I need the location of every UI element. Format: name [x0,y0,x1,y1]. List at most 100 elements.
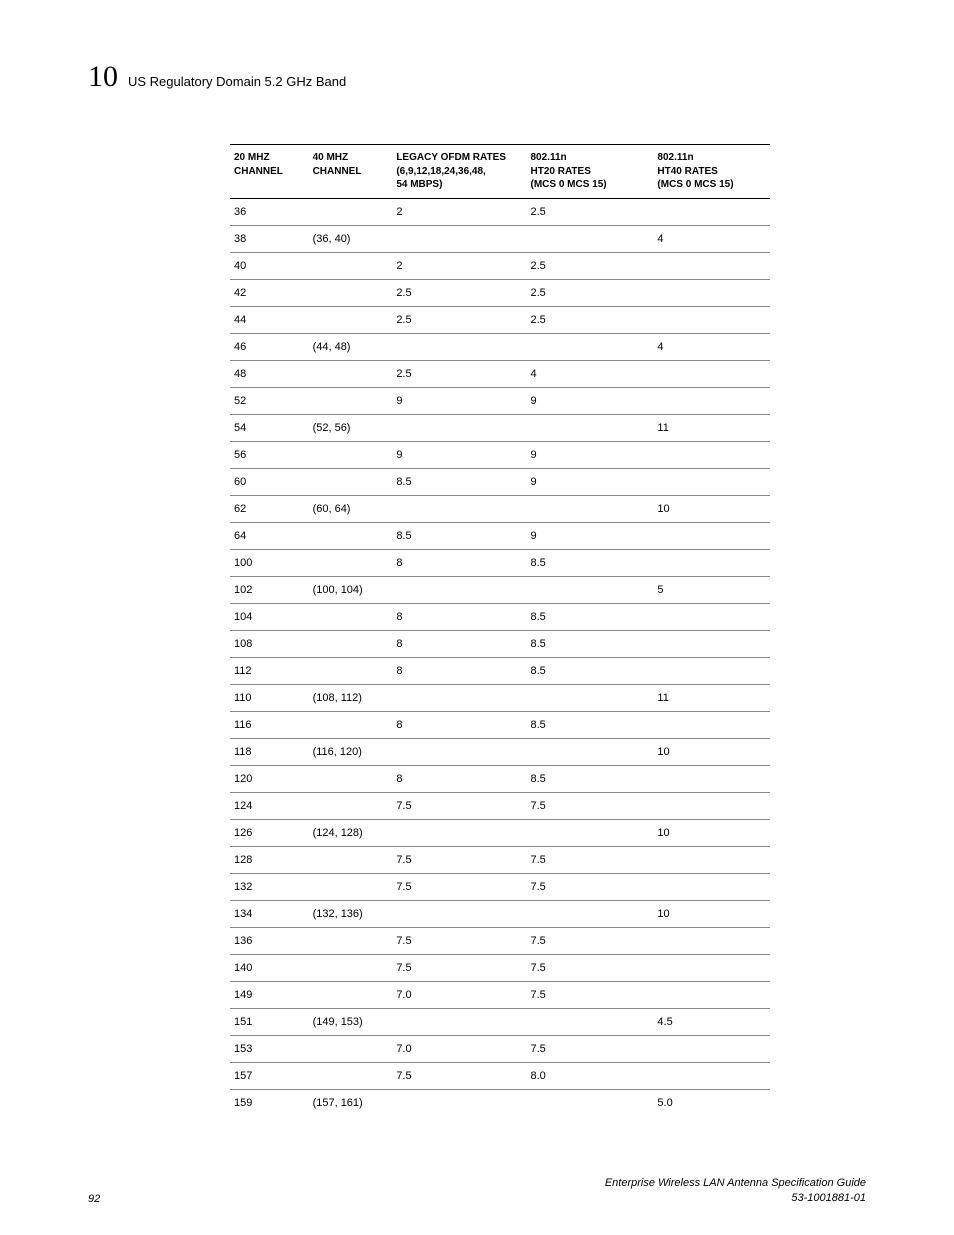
table-cell [653,657,770,684]
table-cell [653,927,770,954]
table-cell: 8.5 [527,765,654,792]
footer-right: Enterprise Wireless LAN Antenna Specific… [605,1176,866,1205]
table-header: 20 MHZCHANNEL40 MHZCHANNELLEGACY OFDM RA… [230,145,770,199]
table-cell: 149 [230,981,309,1008]
table-cell: 11 [653,414,770,441]
table-cell [309,657,393,684]
table-row: 11288.5 [230,657,770,684]
table-cell [653,306,770,333]
table-cell [309,387,393,414]
table-cell [653,387,770,414]
table-body: 3622.538(36, 40)44022.5422.52.5442.52.54… [230,198,770,1116]
table-cell: (132, 136) [309,900,393,927]
table-cell: 9 [527,522,654,549]
table-cell: (44, 48) [309,333,393,360]
table-cell: 124 [230,792,309,819]
table-row: 10888.5 [230,630,770,657]
table-cell [653,1035,770,1062]
table-cell: 40 [230,252,309,279]
table-cell: 2.5 [527,279,654,306]
table-cell [653,981,770,1008]
table-row: 10488.5 [230,603,770,630]
column-header: 40 MHZCHANNEL [309,145,393,199]
table-row: 482.54 [230,360,770,387]
table-cell [653,198,770,225]
table-cell: (100, 104) [309,576,393,603]
table-cell [392,225,526,252]
table-cell [653,603,770,630]
table-cell: 5 [653,576,770,603]
table-cell: 38 [230,225,309,252]
table-cell: 140 [230,954,309,981]
table-row: 54(52, 56)11 [230,414,770,441]
table-row: 10088.5 [230,549,770,576]
table-cell: 9 [392,441,526,468]
table-cell: 102 [230,576,309,603]
table-cell: 46 [230,333,309,360]
table-cell: 36 [230,198,309,225]
table-cell: 54 [230,414,309,441]
table-cell: 8.0 [527,1062,654,1089]
table-cell [527,495,654,522]
table-cell: 8.5 [527,630,654,657]
table-row: 648.59 [230,522,770,549]
table-cell: 7.5 [392,846,526,873]
table-cell: 8.5 [392,468,526,495]
table-cell: 8.5 [527,711,654,738]
table-cell [527,225,654,252]
header-title: US Regulatory Domain 5.2 GHz Band [128,74,346,89]
table-cell: 151 [230,1008,309,1035]
table-cell [309,603,393,630]
table-cell [309,927,393,954]
table-cell: 8.5 [527,603,654,630]
table-cell: 4 [527,360,654,387]
table-cell: 48 [230,360,309,387]
table-cell [653,1062,770,1089]
table-cell: 42 [230,279,309,306]
table-cell [392,1089,526,1116]
table-cell [527,1089,654,1116]
table-cell: 2.5 [392,360,526,387]
table-cell [527,900,654,927]
table-cell [309,468,393,495]
table-cell [309,792,393,819]
table-cell [527,333,654,360]
table-row: 3622.5 [230,198,770,225]
doc-id: 53-1001881-01 [605,1191,866,1205]
table-cell: 7.5 [392,873,526,900]
table-cell: 126 [230,819,309,846]
table-cell [309,954,393,981]
table-cell [309,549,393,576]
table-cell: 112 [230,657,309,684]
table-cell: (116, 120) [309,738,393,765]
table-cell: 2.5 [527,306,654,333]
column-header: 802.11nHT40 RATES(MCS 0 MCS 15) [653,145,770,199]
table-cell [309,981,393,1008]
table-cell [653,468,770,495]
table-cell: 157 [230,1062,309,1089]
table-cell [309,1035,393,1062]
table-cell [392,684,526,711]
table-cell: 2.5 [392,306,526,333]
table-row: 1247.57.5 [230,792,770,819]
table-row: 1287.57.5 [230,846,770,873]
table-row: 1577.58.0 [230,1062,770,1089]
table-cell: 10 [653,900,770,927]
table-cell [653,873,770,900]
table-cell: 2 [392,252,526,279]
table-cell [309,765,393,792]
page-number: 92 [88,1193,100,1205]
table-row: 126(124, 128)10 [230,819,770,846]
table-row: 1497.07.5 [230,981,770,1008]
table-cell: 64 [230,522,309,549]
table-cell [392,738,526,765]
table-cell: 62 [230,495,309,522]
table-row: 118(116, 120)10 [230,738,770,765]
table-cell: 116 [230,711,309,738]
table-row: 4022.5 [230,252,770,279]
table-cell [392,495,526,522]
table-cell: 10 [653,819,770,846]
table-row: 46(44, 48)4 [230,333,770,360]
table-cell: 110 [230,684,309,711]
table-cell: 11 [653,684,770,711]
